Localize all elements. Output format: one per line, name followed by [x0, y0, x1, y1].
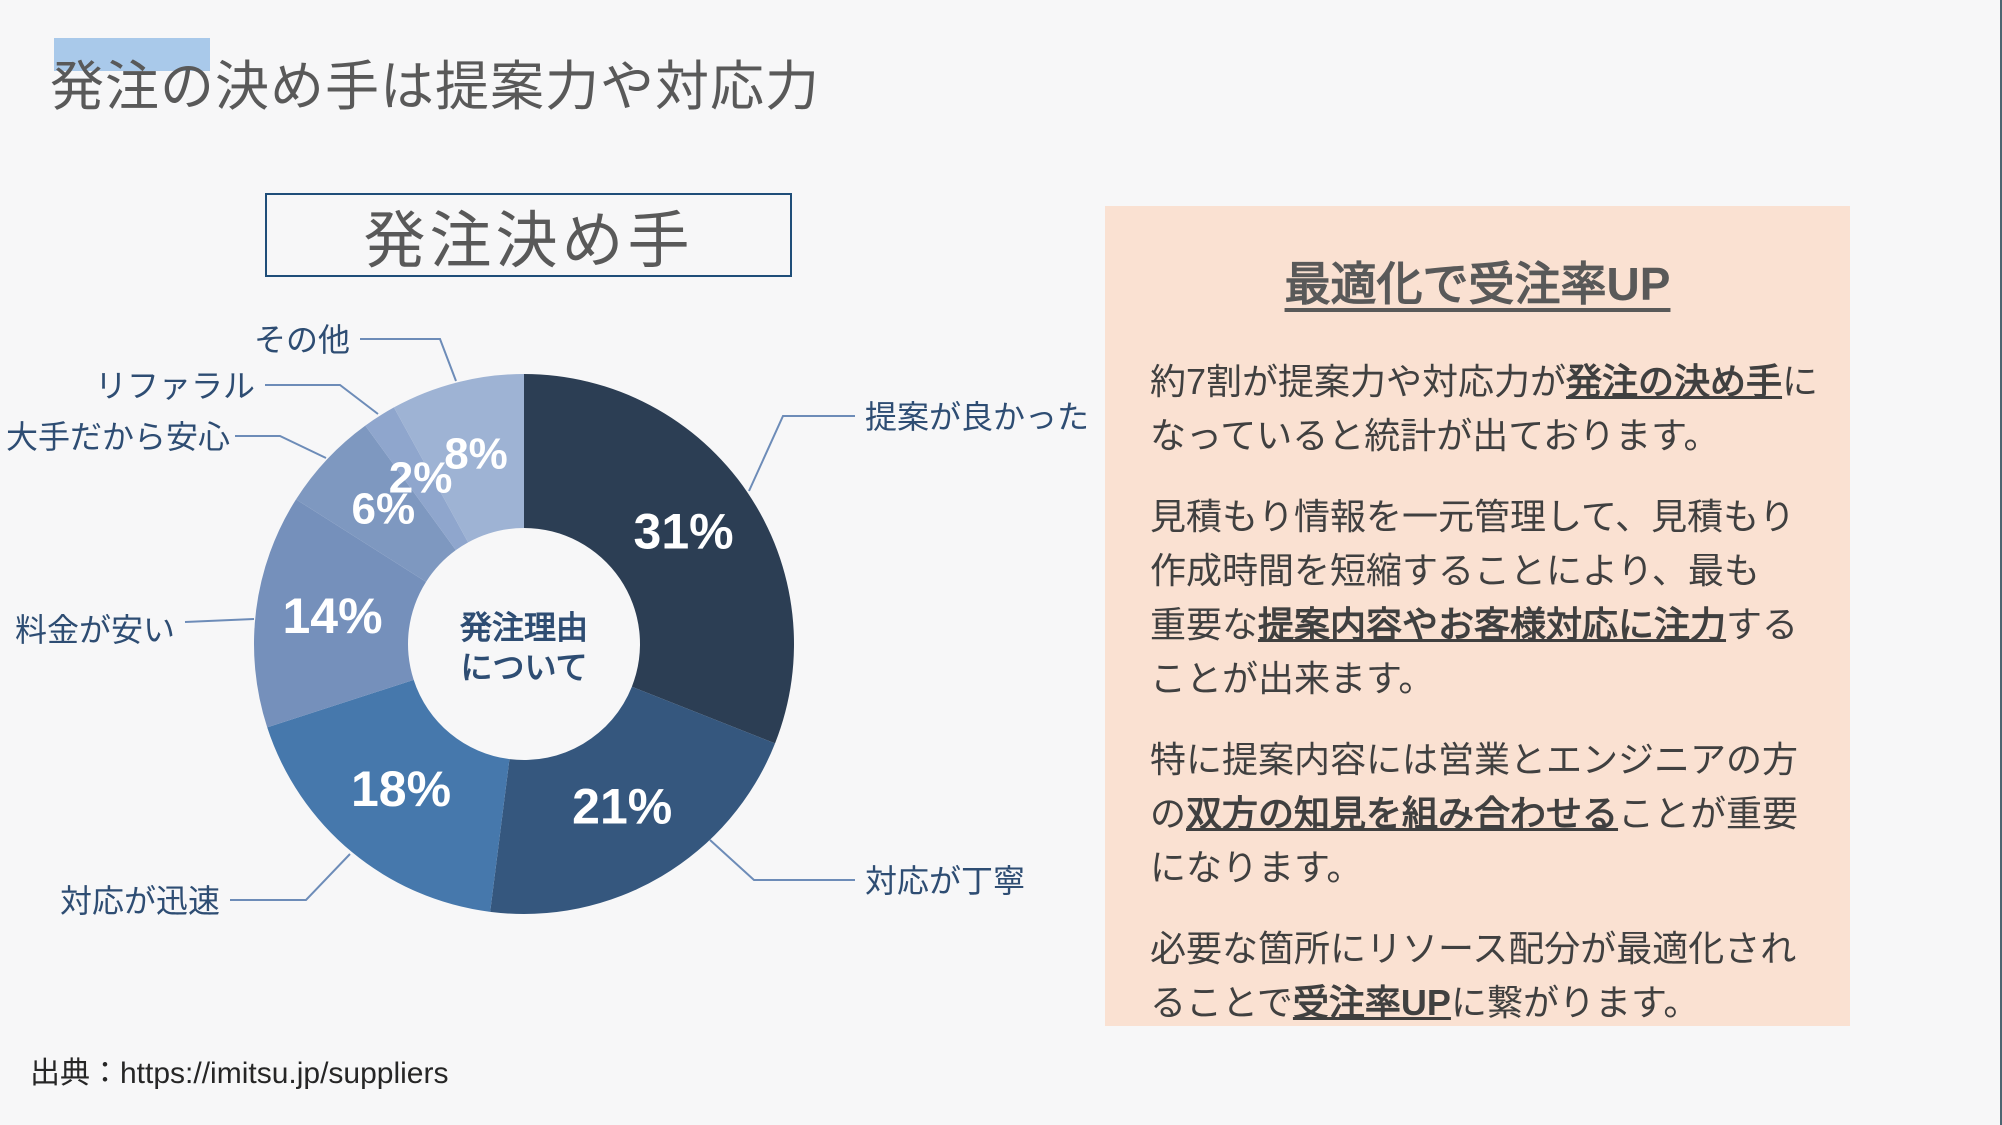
svg-text:14%: 14%	[282, 588, 382, 644]
svg-text:21%: 21%	[572, 778, 672, 834]
svg-text:31%: 31%	[634, 504, 734, 560]
svg-text:8%: 8%	[444, 430, 508, 479]
svg-text:発注理由: 発注理由	[459, 609, 588, 645]
svg-text:リファラル: リファラル	[95, 368, 255, 404]
svg-text:対応が丁寧: 対応が丁寧	[865, 863, 1025, 899]
svg-text:2%: 2%	[389, 454, 453, 503]
svg-text:について: について	[460, 649, 587, 685]
svg-text:料金が安い: 料金が安い	[15, 612, 175, 648]
svg-text:18%: 18%	[351, 761, 451, 817]
svg-text:その他: その他	[254, 322, 350, 358]
svg-text:対応が迅速: 対応が迅速	[60, 883, 220, 919]
svg-text:大手だから安心: 大手だから安心	[6, 419, 230, 455]
svg-text:提案が良かった: 提案が良かった	[865, 399, 1089, 435]
